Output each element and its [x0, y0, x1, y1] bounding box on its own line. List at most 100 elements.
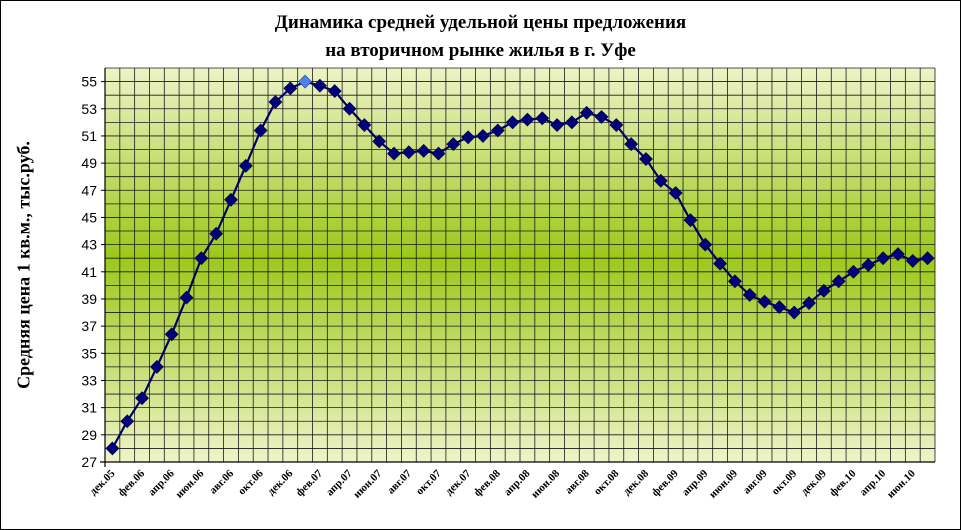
data-point	[253, 123, 268, 138]
data-point	[135, 391, 149, 406]
y-tick-label: 45	[81, 209, 97, 225]
data-point	[579, 105, 594, 120]
data-point	[713, 256, 728, 271]
x-tick-label: дек.07	[443, 467, 473, 497]
data-point	[831, 274, 846, 289]
data-point	[194, 251, 209, 266]
data-point	[757, 294, 772, 309]
data-point	[668, 186, 683, 200]
chart-title-line-1: Динамика средней удельной цены предложен…	[274, 12, 687, 33]
x-tick-label: июн.10	[885, 467, 918, 500]
data-point	[179, 290, 194, 305]
data-point	[416, 143, 431, 158]
data-point	[787, 305, 802, 320]
y-tick-label: 49	[81, 155, 97, 171]
x-tick-label: окт.06	[236, 467, 266, 497]
data-point	[431, 146, 446, 161]
x-tick-label: апр.10	[857, 467, 888, 498]
y-tick-label: 51	[81, 128, 97, 144]
axes	[100, 68, 935, 467]
x-tick-label: фев.07	[294, 467, 326, 499]
x-tick-label: дек.06	[265, 467, 295, 497]
data-point	[283, 81, 298, 96]
data-point	[846, 264, 861, 279]
data-point	[387, 146, 401, 161]
y-tick-label: 55	[81, 74, 97, 90]
data-point	[802, 296, 816, 310]
x-tick-label: фев.09	[650, 467, 682, 499]
data-point	[905, 253, 920, 268]
data-point	[861, 258, 876, 272]
data-point	[535, 111, 550, 126]
data-point	[446, 137, 461, 152]
x-tick-label: июн.06	[173, 467, 206, 500]
data-point	[209, 226, 224, 241]
y-tick-label: 35	[81, 345, 97, 361]
data-point	[312, 78, 327, 93]
data-point	[639, 152, 653, 166]
x-tick-label: авг.07	[385, 467, 414, 496]
data-point	[268, 95, 283, 109]
data-point	[891, 247, 905, 262]
x-tick-label: фев.08	[472, 467, 504, 499]
x-tick-label: авг.09	[741, 467, 770, 496]
x-tick-label: апр.08	[502, 467, 533, 498]
x-tick-label: окт.08	[592, 467, 622, 497]
x-tick-label: апр.07	[324, 467, 355, 498]
data-point	[520, 112, 535, 127]
data-point	[490, 123, 505, 138]
data-point	[624, 137, 639, 152]
y-tick-label: 33	[81, 372, 97, 388]
x-tick-label: дек.05	[87, 467, 117, 497]
data-point	[698, 237, 713, 252]
x-tick-label: авг.06	[207, 467, 236, 496]
data-point	[609, 118, 624, 132]
x-tick-label: фев.06	[116, 467, 148, 499]
data-point	[298, 74, 313, 89]
data-point	[120, 414, 135, 429]
x-tick-label: авг.08	[563, 467, 592, 496]
chart-title-line-2: на вторичном рынке жилья в г. Уфе	[325, 40, 636, 61]
data-point	[727, 274, 742, 289]
x-tick-label: июн.08	[529, 467, 562, 500]
data-point	[224, 192, 238, 207]
x-tick-label: фев.10	[827, 467, 859, 499]
x-tick-label: дек.08	[621, 467, 651, 497]
x-tick-label: июн.09	[707, 467, 740, 500]
y-tick-labels: 27 29 31 33 35 37 39 41 43 45 47 49 51 53 55	[81, 74, 105, 470]
x-tick-label: апр.06	[146, 467, 177, 498]
x-tick-label: дек.09	[799, 467, 829, 497]
data-point	[461, 130, 476, 145]
data-point	[476, 129, 490, 143]
data-point	[505, 115, 520, 130]
data-point	[920, 251, 935, 266]
y-tick-label: 47	[81, 182, 97, 198]
data-point	[327, 84, 342, 99]
data-point	[772, 300, 787, 315]
data-point	[149, 359, 164, 374]
y-tick-label: 29	[81, 427, 97, 443]
x-tick-label: окт.07	[414, 467, 444, 497]
data-point	[653, 173, 668, 188]
data-point	[816, 283, 831, 298]
data-point	[342, 101, 357, 116]
y-tick-label: 53	[81, 101, 97, 117]
y-tick-label: 37	[81, 318, 97, 334]
data-point	[683, 213, 698, 228]
data-point	[594, 109, 609, 124]
data-point	[357, 118, 372, 132]
data-point	[105, 441, 120, 456]
data-point	[876, 251, 891, 266]
y-tick-label: 31	[81, 400, 97, 416]
y-tick-label: 43	[81, 237, 97, 253]
data-point	[742, 287, 757, 302]
y-tick-label: 39	[81, 291, 97, 307]
data-point	[238, 158, 253, 173]
y-tick-label: 41	[81, 264, 97, 280]
data-point	[164, 327, 179, 342]
x-tick-label: апр.09	[680, 467, 711, 498]
series-price	[105, 74, 935, 456]
data-point	[564, 115, 579, 130]
